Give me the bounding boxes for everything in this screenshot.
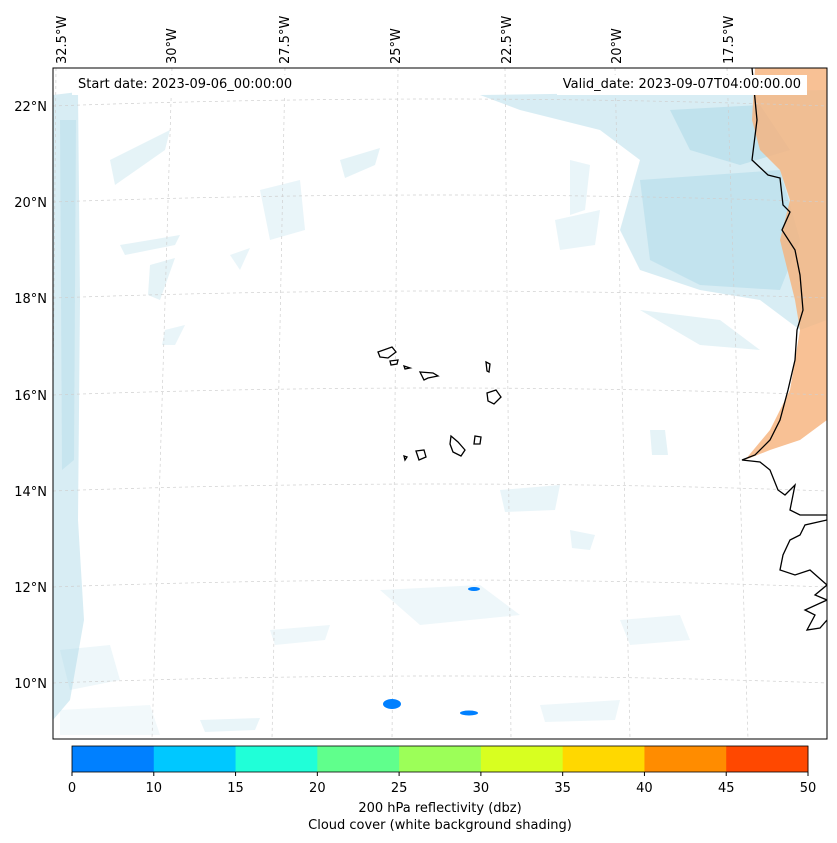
valid-date-label: Valid_date: 2023-09-07T04:00:00.00 [556,75,807,95]
lat-label: 18°N [14,292,47,307]
reflectivity-cells [383,587,480,716]
colorbar-tick-label: 40 [636,781,653,796]
lon-label: 32.5°W [55,16,70,64]
colorbar-segment [153,746,237,772]
lon-label: 20°W [610,28,625,64]
longitude-labels: 32.5°W 30°W 27.5°W 25°W 22.5°W 20°W 17.5… [55,16,737,64]
colorbar-segment [480,746,564,772]
lat-label: 12°N [14,581,47,596]
coastline-africa [741,68,827,631]
colorbar-tick-label: 20 [309,781,326,796]
lat-label: 22°N [14,100,47,115]
cape-verde-islands [377,346,502,462]
colorbar-segment [562,746,645,772]
lon-label: 17.5°W [722,16,737,64]
colorbar-tick-label: 35 [554,781,571,796]
lon-label: 30°W [165,28,180,64]
lat-label: 14°N [14,485,47,500]
colorbar-segment [72,746,155,772]
colorbar-tick-label: 50 [800,781,817,796]
lat-label: 20°N [14,196,47,211]
lat-label: 16°N [14,389,47,404]
latitude-labels: 22°N 20°N 18°N 16°N 14°N 12°N 10°N [14,100,47,692]
lat-label: 10°N [14,677,47,692]
colorbar-label-main: 200 hPa reflectivity (dbz) [358,801,522,816]
land-reflectivity-shading [745,68,827,460]
map-frame [52,67,828,740]
colorbar-segment [726,746,809,772]
colorbar-segment [317,746,400,772]
colorbar [71,745,809,773]
colorbar-label-sub: Cloud cover (white background shading) [308,818,572,833]
colorbar-ticks: 0 10 15 20 25 30 35 40 45 50 [68,772,816,796]
start-date-label: Start date: 2023-09-06_00:00:00 [72,75,299,95]
colorbar-tick-label: 0 [68,781,76,796]
colorbar-tick-label: 45 [718,781,735,796]
colorbar-frame [71,745,809,773]
gridlines [53,68,827,739]
map-area [53,68,827,739]
colorbar-segment [644,746,727,772]
colorbar-segment [399,746,482,772]
colorbar-tick-label: 10 [146,781,163,796]
lon-label: 25°W [389,28,404,64]
colorbar-tick-label: 15 [227,781,244,796]
colorbar-tick-label: 30 [473,781,490,796]
colorbar-segment [235,746,318,772]
colorbar-tick-label: 25 [391,781,408,796]
lon-label: 27.5°W [278,16,293,64]
cloud-cover-shading [53,90,827,735]
lon-label: 22.5°W [500,16,515,64]
